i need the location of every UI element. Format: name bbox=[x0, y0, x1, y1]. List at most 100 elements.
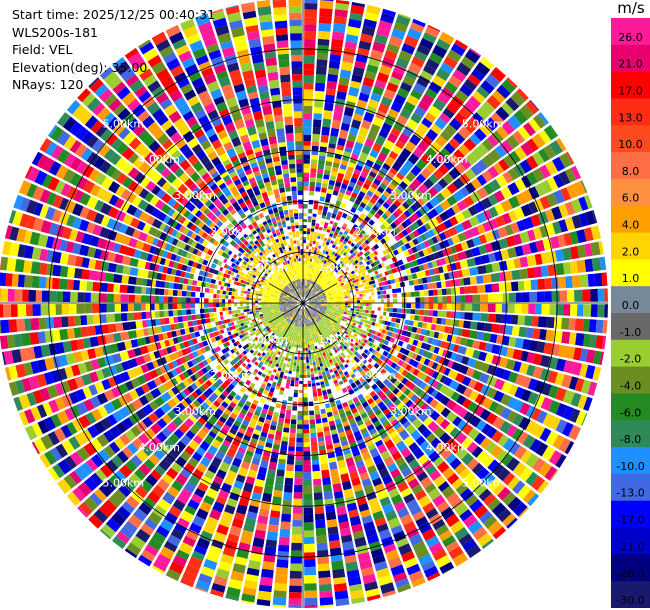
range-gate bbox=[315, 527, 327, 537]
range-gate bbox=[482, 332, 492, 342]
range-gate bbox=[425, 201, 434, 210]
range-gate bbox=[428, 81, 442, 94]
range-gate bbox=[337, 172, 345, 179]
range-gate bbox=[309, 243, 313, 247]
range-gate bbox=[304, 285, 306, 289]
range-gate bbox=[326, 277, 330, 281]
range-gate bbox=[443, 159, 455, 171]
range-gate bbox=[472, 312, 482, 321]
range-gate bbox=[407, 274, 413, 281]
range-gate bbox=[320, 408, 326, 414]
range-gate bbox=[359, 201, 367, 209]
range-gate bbox=[347, 185, 354, 192]
range-gate bbox=[342, 301, 345, 303]
range-gate bbox=[422, 32, 437, 44]
range-gate bbox=[310, 441, 318, 447]
range-gate bbox=[359, 306, 363, 309]
range-gate bbox=[350, 4, 365, 15]
range-gate bbox=[376, 247, 382, 254]
range-gate bbox=[327, 270, 331, 274]
range-gate bbox=[293, 498, 303, 507]
range-gate bbox=[259, 576, 273, 587]
range-gate bbox=[376, 315, 380, 319]
range-gate bbox=[305, 294, 308, 298]
range-gate bbox=[290, 419, 297, 425]
range-gate bbox=[323, 289, 327, 292]
range-gate bbox=[455, 311, 461, 319]
range-gate bbox=[303, 249, 306, 253]
range-gate bbox=[572, 180, 586, 197]
range-gate bbox=[343, 106, 355, 117]
range-gate bbox=[571, 275, 581, 288]
range-gate bbox=[414, 252, 421, 259]
range-gate bbox=[420, 270, 427, 278]
range-gate bbox=[308, 335, 311, 339]
range-gate bbox=[352, 232, 358, 238]
range-gate bbox=[388, 274, 395, 280]
range-gate bbox=[364, 215, 371, 223]
range-gate bbox=[303, 234, 307, 238]
range-gate bbox=[486, 95, 501, 110]
range-gate bbox=[512, 233, 523, 245]
range-gate bbox=[338, 286, 343, 289]
range-gate bbox=[384, 175, 393, 183]
range-gate bbox=[336, 282, 341, 286]
range-gate bbox=[337, 84, 349, 93]
range-gate bbox=[533, 114, 547, 129]
range-gate bbox=[344, 293, 348, 297]
range-gate bbox=[439, 112, 451, 124]
range-gate bbox=[570, 165, 582, 180]
range-gate bbox=[362, 303, 366, 306]
range-gate bbox=[407, 28, 422, 41]
range-gate bbox=[331, 475, 341, 485]
range-gate bbox=[305, 279, 307, 283]
range-gate bbox=[312, 346, 316, 350]
range-gate bbox=[365, 293, 369, 297]
range-gate bbox=[397, 216, 405, 224]
range-gate bbox=[361, 259, 366, 264]
range-gate bbox=[317, 263, 320, 268]
range-gate bbox=[345, 189, 352, 196]
range-gate bbox=[319, 278, 322, 282]
range-gate bbox=[505, 235, 516, 247]
range-gate bbox=[475, 159, 488, 172]
range-gate bbox=[360, 283, 364, 288]
range-gate bbox=[311, 277, 314, 281]
range-gate bbox=[303, 141, 311, 146]
range-gate bbox=[441, 288, 447, 296]
range-gate bbox=[314, 355, 318, 359]
range-gate bbox=[303, 240, 306, 244]
range-gate bbox=[313, 478, 322, 486]
range-gate bbox=[346, 225, 352, 230]
range-gate bbox=[312, 213, 317, 217]
range-gate bbox=[358, 287, 362, 291]
range-gate bbox=[331, 237, 336, 242]
range-gate bbox=[303, 154, 311, 160]
range-gate bbox=[309, 177, 316, 183]
range-gate bbox=[579, 274, 589, 288]
range-gate bbox=[298, 347, 301, 351]
range-gate bbox=[405, 226, 413, 234]
range-gate bbox=[344, 237, 349, 243]
range-gate bbox=[416, 258, 423, 265]
range-gate bbox=[383, 276, 387, 281]
range-gate bbox=[450, 245, 457, 254]
range-gate bbox=[345, 258, 350, 263]
range-gate bbox=[329, 305, 333, 308]
range-gate bbox=[296, 344, 299, 348]
range-gate bbox=[311, 259, 315, 263]
range-gate bbox=[362, 167, 370, 175]
range-gate bbox=[320, 265, 324, 270]
range-gate bbox=[298, 341, 301, 345]
range-gate bbox=[318, 245, 322, 249]
range-gate bbox=[508, 292, 516, 303]
range-gate bbox=[334, 252, 339, 257]
range-gate bbox=[327, 262, 331, 267]
range-gate bbox=[397, 303, 402, 308]
range-gate bbox=[347, 251, 352, 257]
range-gate bbox=[359, 297, 363, 300]
range-gate bbox=[307, 296, 310, 299]
range-gate bbox=[339, 280, 343, 284]
range-gate bbox=[577, 304, 584, 317]
range-gate bbox=[386, 289, 390, 294]
